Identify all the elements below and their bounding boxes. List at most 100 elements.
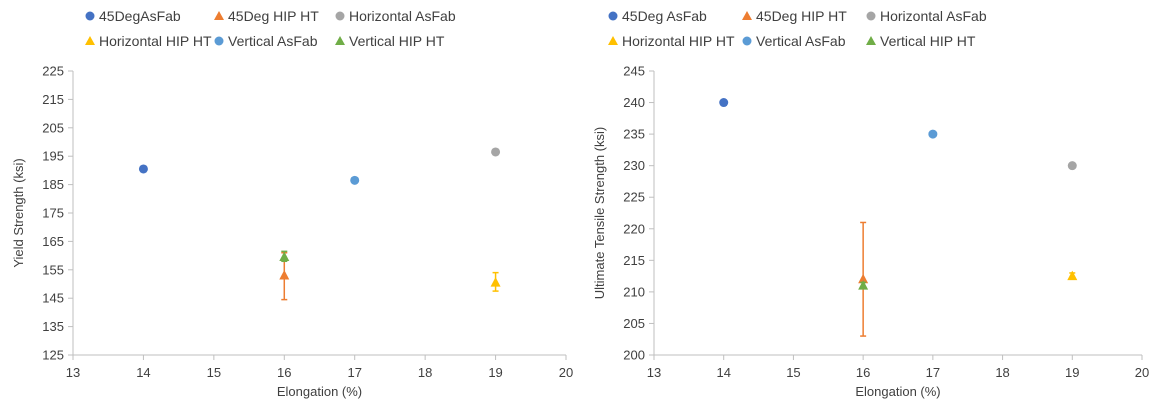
chart-1-series	[858, 221, 869, 337]
chart-1-x-axis-title: Elongation (%)	[855, 384, 940, 399]
chart-1-y-tick-label: 245	[623, 64, 645, 79]
chart-0-y-tick-label: 175	[42, 206, 64, 221]
chart-1-series	[928, 129, 938, 139]
chart-1-data-point	[719, 98, 729, 108]
legend-circle-marker-icon	[742, 36, 752, 46]
chart-1-legend-item: 45Deg AsFab	[608, 8, 707, 24]
chart-1-series	[858, 280, 869, 290]
chart-0-legend-item: Vertical AsFab	[214, 33, 318, 49]
chart-1-x-tick-label: 13	[647, 365, 661, 380]
chart-1-y-tick-label: 220	[623, 221, 645, 236]
chart-0-data-point	[138, 164, 148, 174]
chart-0-x-axis-title: Elongation (%)	[277, 384, 362, 399]
yield-strength-svg: 45DegAsFab 45Deg HIP HT Horizontal AsFab Ho…	[11, 8, 573, 399]
chart-0-data-point	[490, 277, 501, 287]
chart-0-legend: 45DegAsFab 45Deg HIP HT Horizontal AsFab Ho…	[85, 8, 456, 49]
chart-1-legend-label: Vertical HIP HT	[880, 33, 976, 49]
chart-1-x-tick-label: 20	[1135, 365, 1149, 380]
chart-1-data-point	[1067, 161, 1077, 171]
chart-1-series	[1067, 161, 1077, 171]
chart-1-x-tick-label: 15	[786, 365, 800, 380]
chart-0-legend-item: 45DegAsFab	[85, 8, 181, 24]
chart-1-y-tick-label: 240	[623, 95, 645, 110]
chart-0-y-tick-label: 145	[42, 291, 64, 306]
chart-1-x-tick-label: 18	[995, 365, 1009, 380]
chart-1-x-tick-label: 16	[856, 365, 870, 380]
chart-0-legend-label: 45DegAsFab	[99, 8, 181, 24]
chart-0-series	[138, 164, 148, 174]
legend-triangle-marker-icon	[866, 36, 876, 45]
legend-triangle-marker-icon	[85, 36, 95, 45]
chart-1-legend-item: Horizontal AsFab	[866, 8, 987, 24]
chart-0-legend-item: 45Deg HIP HT	[214, 8, 319, 24]
chart-0-y-tick-label: 185	[42, 177, 64, 192]
legend-circle-marker-icon	[866, 11, 876, 21]
chart-0-y-tick-label: 215	[42, 92, 64, 107]
chart-0-x-tick-label: 16	[277, 365, 291, 380]
legend-circle-marker-icon	[85, 11, 95, 21]
chart-0-legend-label: Horizontal HIP HT	[99, 33, 212, 49]
chart-0-legend-item: Vertical HIP HT	[335, 33, 445, 49]
chart-0-y-tick-label: 125	[42, 348, 64, 363]
chart-1-legend-label: Horizontal HIP HT	[622, 33, 735, 49]
chart-0-y-tick-label: 155	[42, 262, 64, 277]
chart-0-series	[490, 271, 501, 292]
chart-1-data-point	[858, 280, 869, 290]
chart-1-y-tick-label: 230	[623, 158, 645, 173]
chart-0-data-point	[491, 147, 501, 157]
chart-0-data-point	[279, 251, 290, 262]
chart-0-x-tick-label: 19	[488, 365, 502, 380]
chart-0-y-tick-label: 195	[42, 149, 64, 164]
chart-0-plot-area	[138, 147, 501, 301]
chart-0-data-point	[279, 269, 290, 280]
chart-0-y-tick-label: 135	[42, 319, 64, 334]
chart-1-y-tick-label: 200	[623, 348, 645, 363]
chart-0-legend-item: Horizontal AsFab	[335, 8, 456, 24]
yield-strength-chart: 45DegAsFab 45Deg HIP HT Horizontal AsFab Ho…	[0, 0, 580, 411]
legend-triangle-marker-icon	[608, 36, 618, 45]
legend-circle-marker-icon	[214, 36, 224, 46]
chart-0-y-axis-title: Yield Strength (ksi)	[11, 158, 26, 267]
chart-1-legend: 45Deg AsFab 45Deg HIP HT Horizontal AsFab H…	[608, 8, 987, 49]
chart-1-series	[719, 98, 729, 108]
legend-triangle-marker-icon	[742, 11, 752, 20]
chart-1-legend-item: Horizontal HIP HT	[608, 33, 735, 49]
chart-1-x-tick-label: 14	[716, 365, 730, 380]
chart-0-legend-item: Horizontal HIP HT	[85, 33, 212, 49]
chart-1-y-tick-label: 210	[623, 284, 645, 299]
chart-0-legend-label: Vertical HIP HT	[349, 33, 445, 49]
chart-1-legend-label: 45Deg AsFab	[622, 8, 707, 24]
chart-0-x-tick-label: 15	[207, 365, 221, 380]
legend-circle-marker-icon	[608, 11, 618, 21]
chart-0-series	[491, 147, 501, 157]
chart-0-data-point	[350, 175, 360, 185]
chart-0-x-tick-label: 14	[136, 365, 150, 380]
ultimate-tensile-strength-chart: 45Deg AsFab 45Deg HIP HT Horizontal AsFab H…	[582, 0, 1162, 411]
chart-0-legend-label: Vertical AsFab	[228, 33, 318, 49]
chart-0-y-tick-label: 205	[42, 120, 64, 135]
chart-0-series	[350, 175, 360, 185]
chart-1-legend-item: 45Deg HIP HT	[742, 8, 847, 24]
chart-0-legend-label: 45Deg HIP HT	[228, 8, 319, 24]
chart-1-legend-label: Vertical AsFab	[756, 33, 846, 49]
chart-1-plot-area	[719, 98, 1078, 337]
chart-1-data-point	[858, 273, 869, 284]
legend-triangle-marker-icon	[335, 36, 345, 45]
chart-0-y-tick-label: 225	[42, 64, 64, 79]
chart-0-x-tick-label: 13	[66, 365, 80, 380]
chart-0-series	[279, 250, 290, 263]
chart-1-legend-item: Vertical AsFab	[742, 33, 846, 49]
chart-1-data-point	[928, 129, 938, 139]
chart-1-legend-item: Vertical HIP HT	[866, 33, 976, 49]
chart-0-legend-label: Horizontal AsFab	[349, 8, 456, 24]
chart-0-x-tick-label: 20	[559, 365, 573, 380]
chart-1-x-tick-label: 17	[926, 365, 940, 380]
ultimate-tensile-strength-svg: 45Deg AsFab 45Deg HIP HT Horizontal AsFab H…	[592, 8, 1149, 399]
chart-0-x-tick-label: 17	[347, 365, 361, 380]
chart-1-legend-label: 45Deg HIP HT	[756, 8, 847, 24]
chart-1-data-point	[1067, 270, 1078, 281]
chart-1-series	[1067, 270, 1078, 281]
chart-1-y-tick-label: 235	[623, 127, 645, 142]
chart-1-y-axis-title: Ultimate Tensile Strength (ksi)	[592, 127, 607, 299]
chart-1-y-tick-label: 225	[623, 190, 645, 205]
